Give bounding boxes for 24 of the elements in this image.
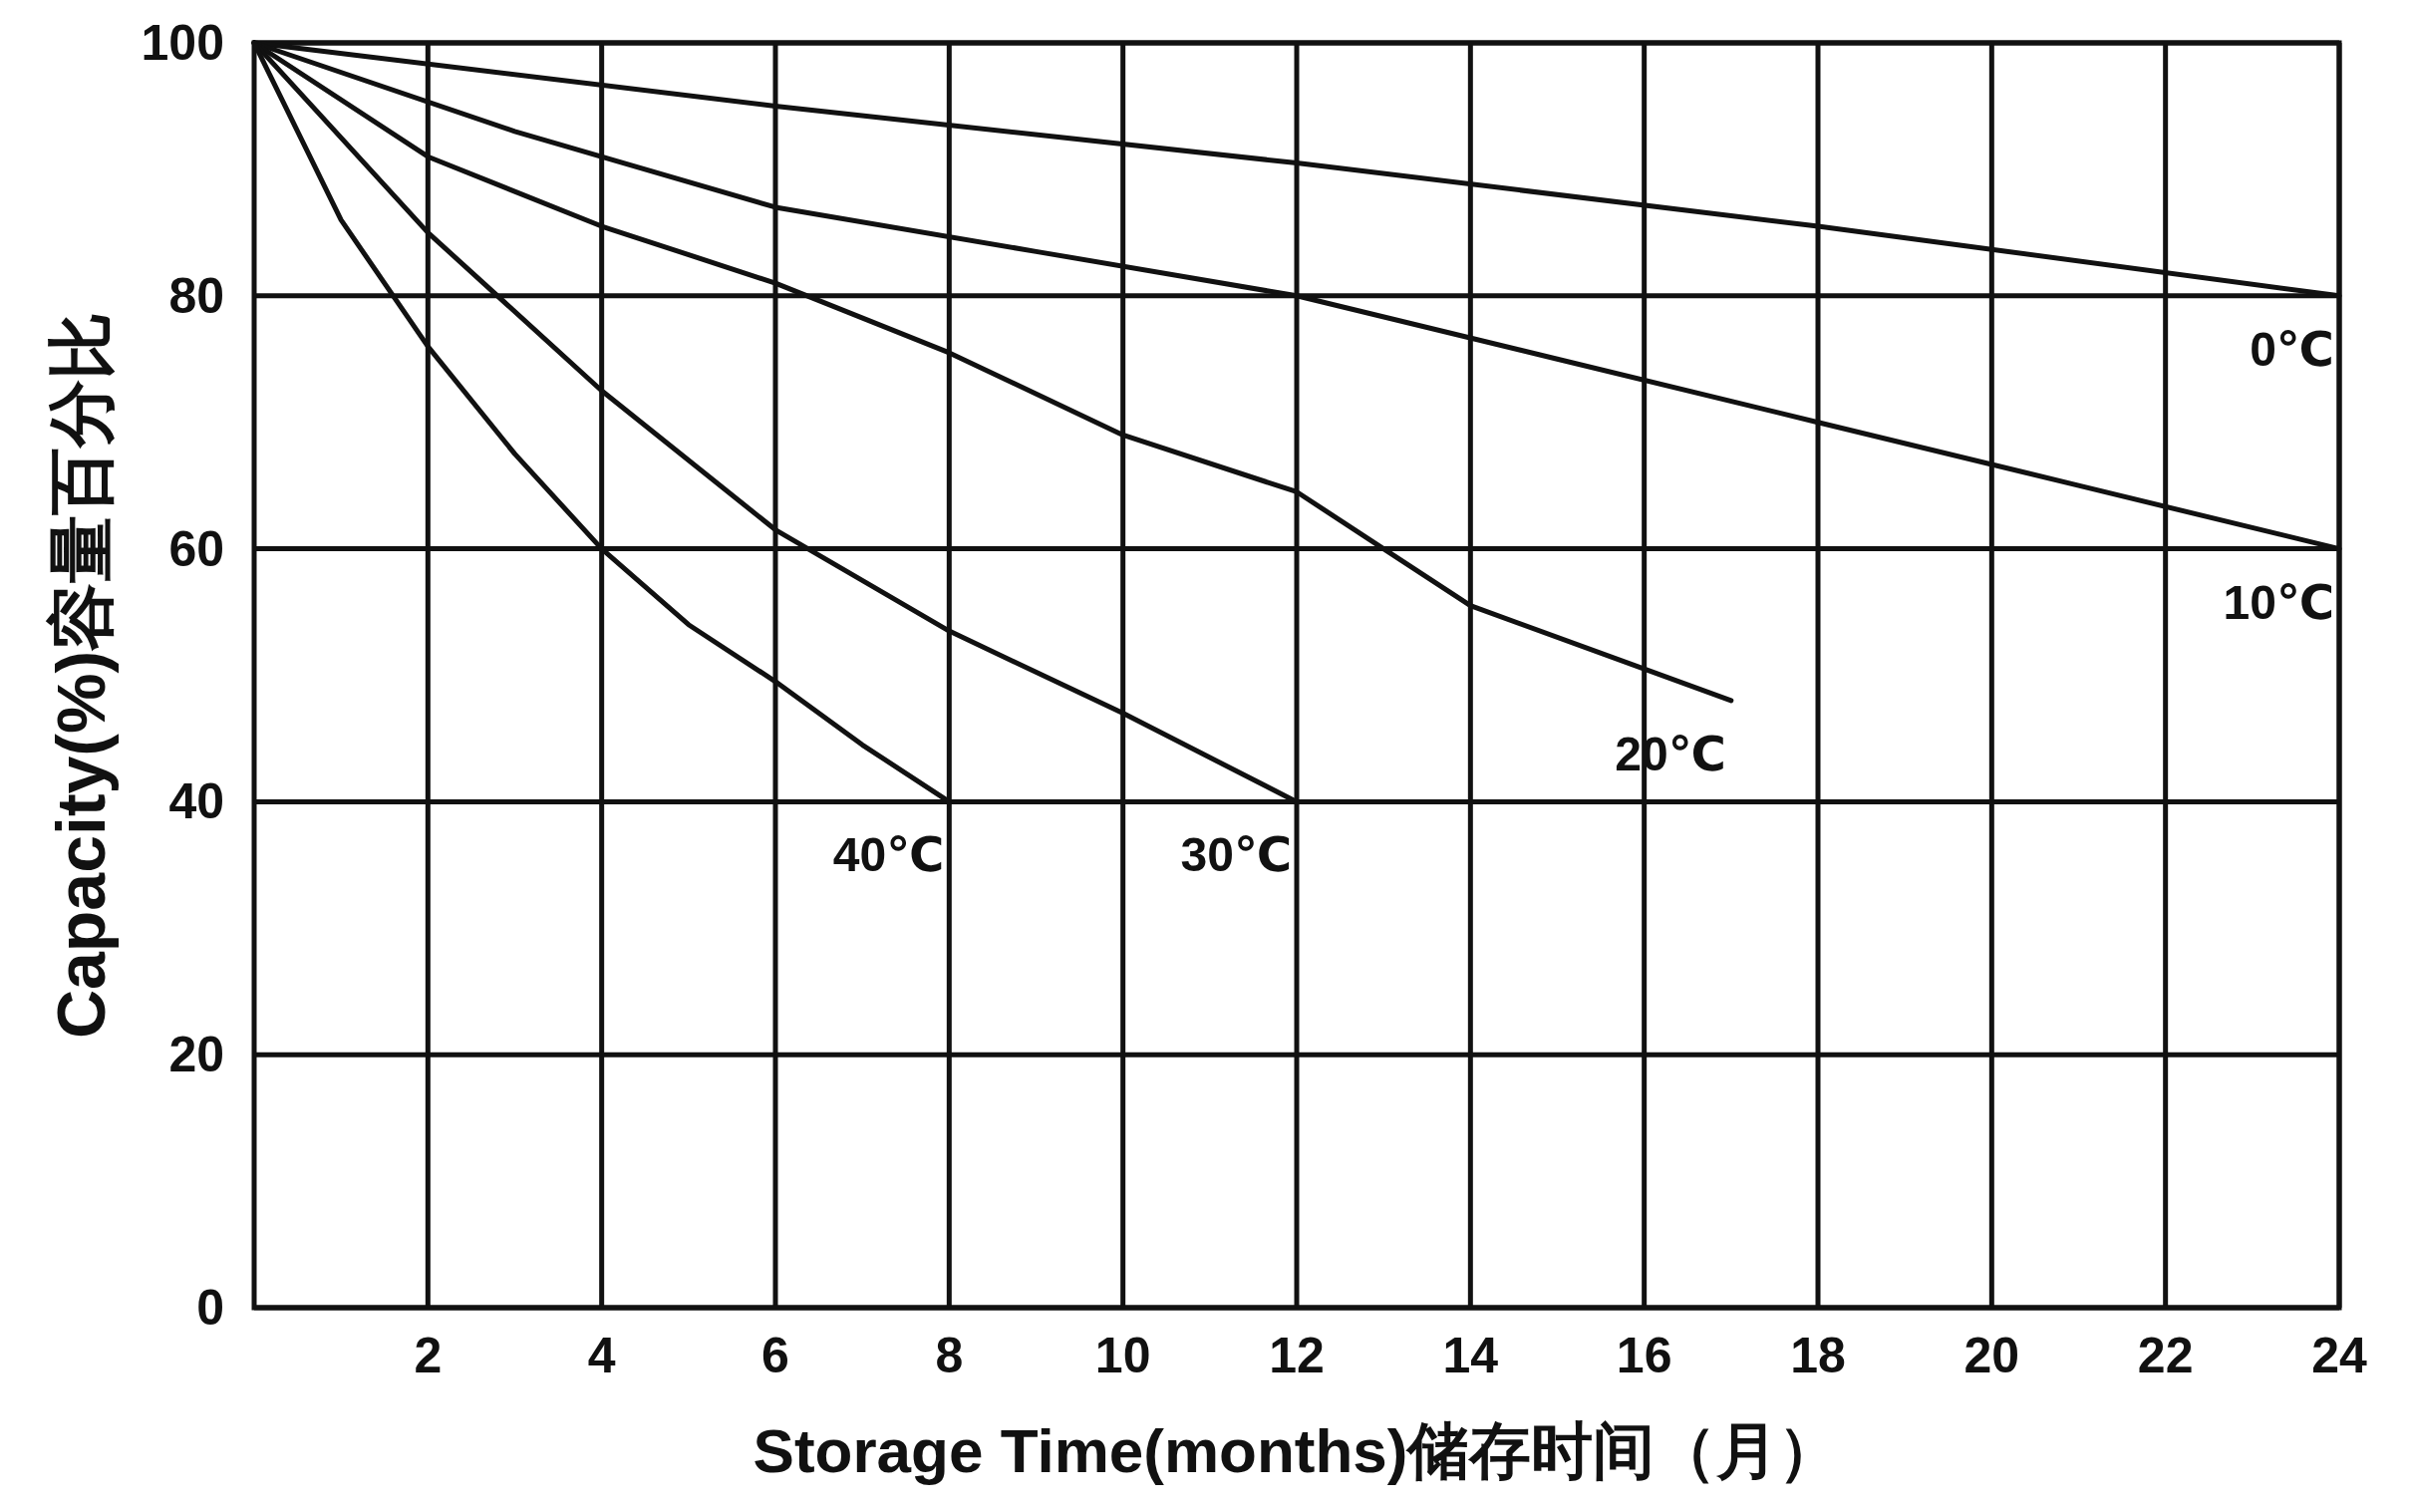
y-tick-label: 80 bbox=[168, 267, 224, 324]
x-tick-label: 24 bbox=[2311, 1328, 2367, 1383]
x-tick-label: 22 bbox=[2137, 1328, 2194, 1383]
y-axis-title: Capacity(%)容量百分比 bbox=[43, 311, 119, 1040]
x-axis-title: Storage Time(months)储存时间（月） bbox=[753, 1416, 1841, 1485]
series-label: 10℃ bbox=[2223, 575, 2334, 629]
y-tick-label: 100 bbox=[141, 15, 224, 71]
series-label: 40℃ bbox=[832, 828, 945, 882]
x-tick-label: 4 bbox=[587, 1328, 616, 1383]
x-tick-label: 20 bbox=[1963, 1328, 2020, 1383]
x-tick-label: 8 bbox=[935, 1328, 964, 1383]
y-tick-label: 40 bbox=[168, 773, 224, 830]
x-tick-label: 10 bbox=[1094, 1328, 1151, 1383]
x-tick-label: 6 bbox=[761, 1328, 789, 1383]
series-label: 0℃ bbox=[2250, 322, 2334, 376]
y-tick-label: 60 bbox=[168, 520, 224, 577]
x-tick-label: 16 bbox=[1616, 1328, 1672, 1383]
x-tick-label: 14 bbox=[1442, 1328, 1499, 1383]
y-tick-label: 20 bbox=[168, 1027, 224, 1083]
x-tick-label: 18 bbox=[1790, 1328, 1846, 1383]
series-label: 30℃ bbox=[1180, 828, 1292, 882]
x-tick-label: 12 bbox=[1269, 1328, 1325, 1383]
y-tick-label: 0 bbox=[196, 1280, 224, 1336]
x-tick-label: 2 bbox=[414, 1328, 443, 1383]
